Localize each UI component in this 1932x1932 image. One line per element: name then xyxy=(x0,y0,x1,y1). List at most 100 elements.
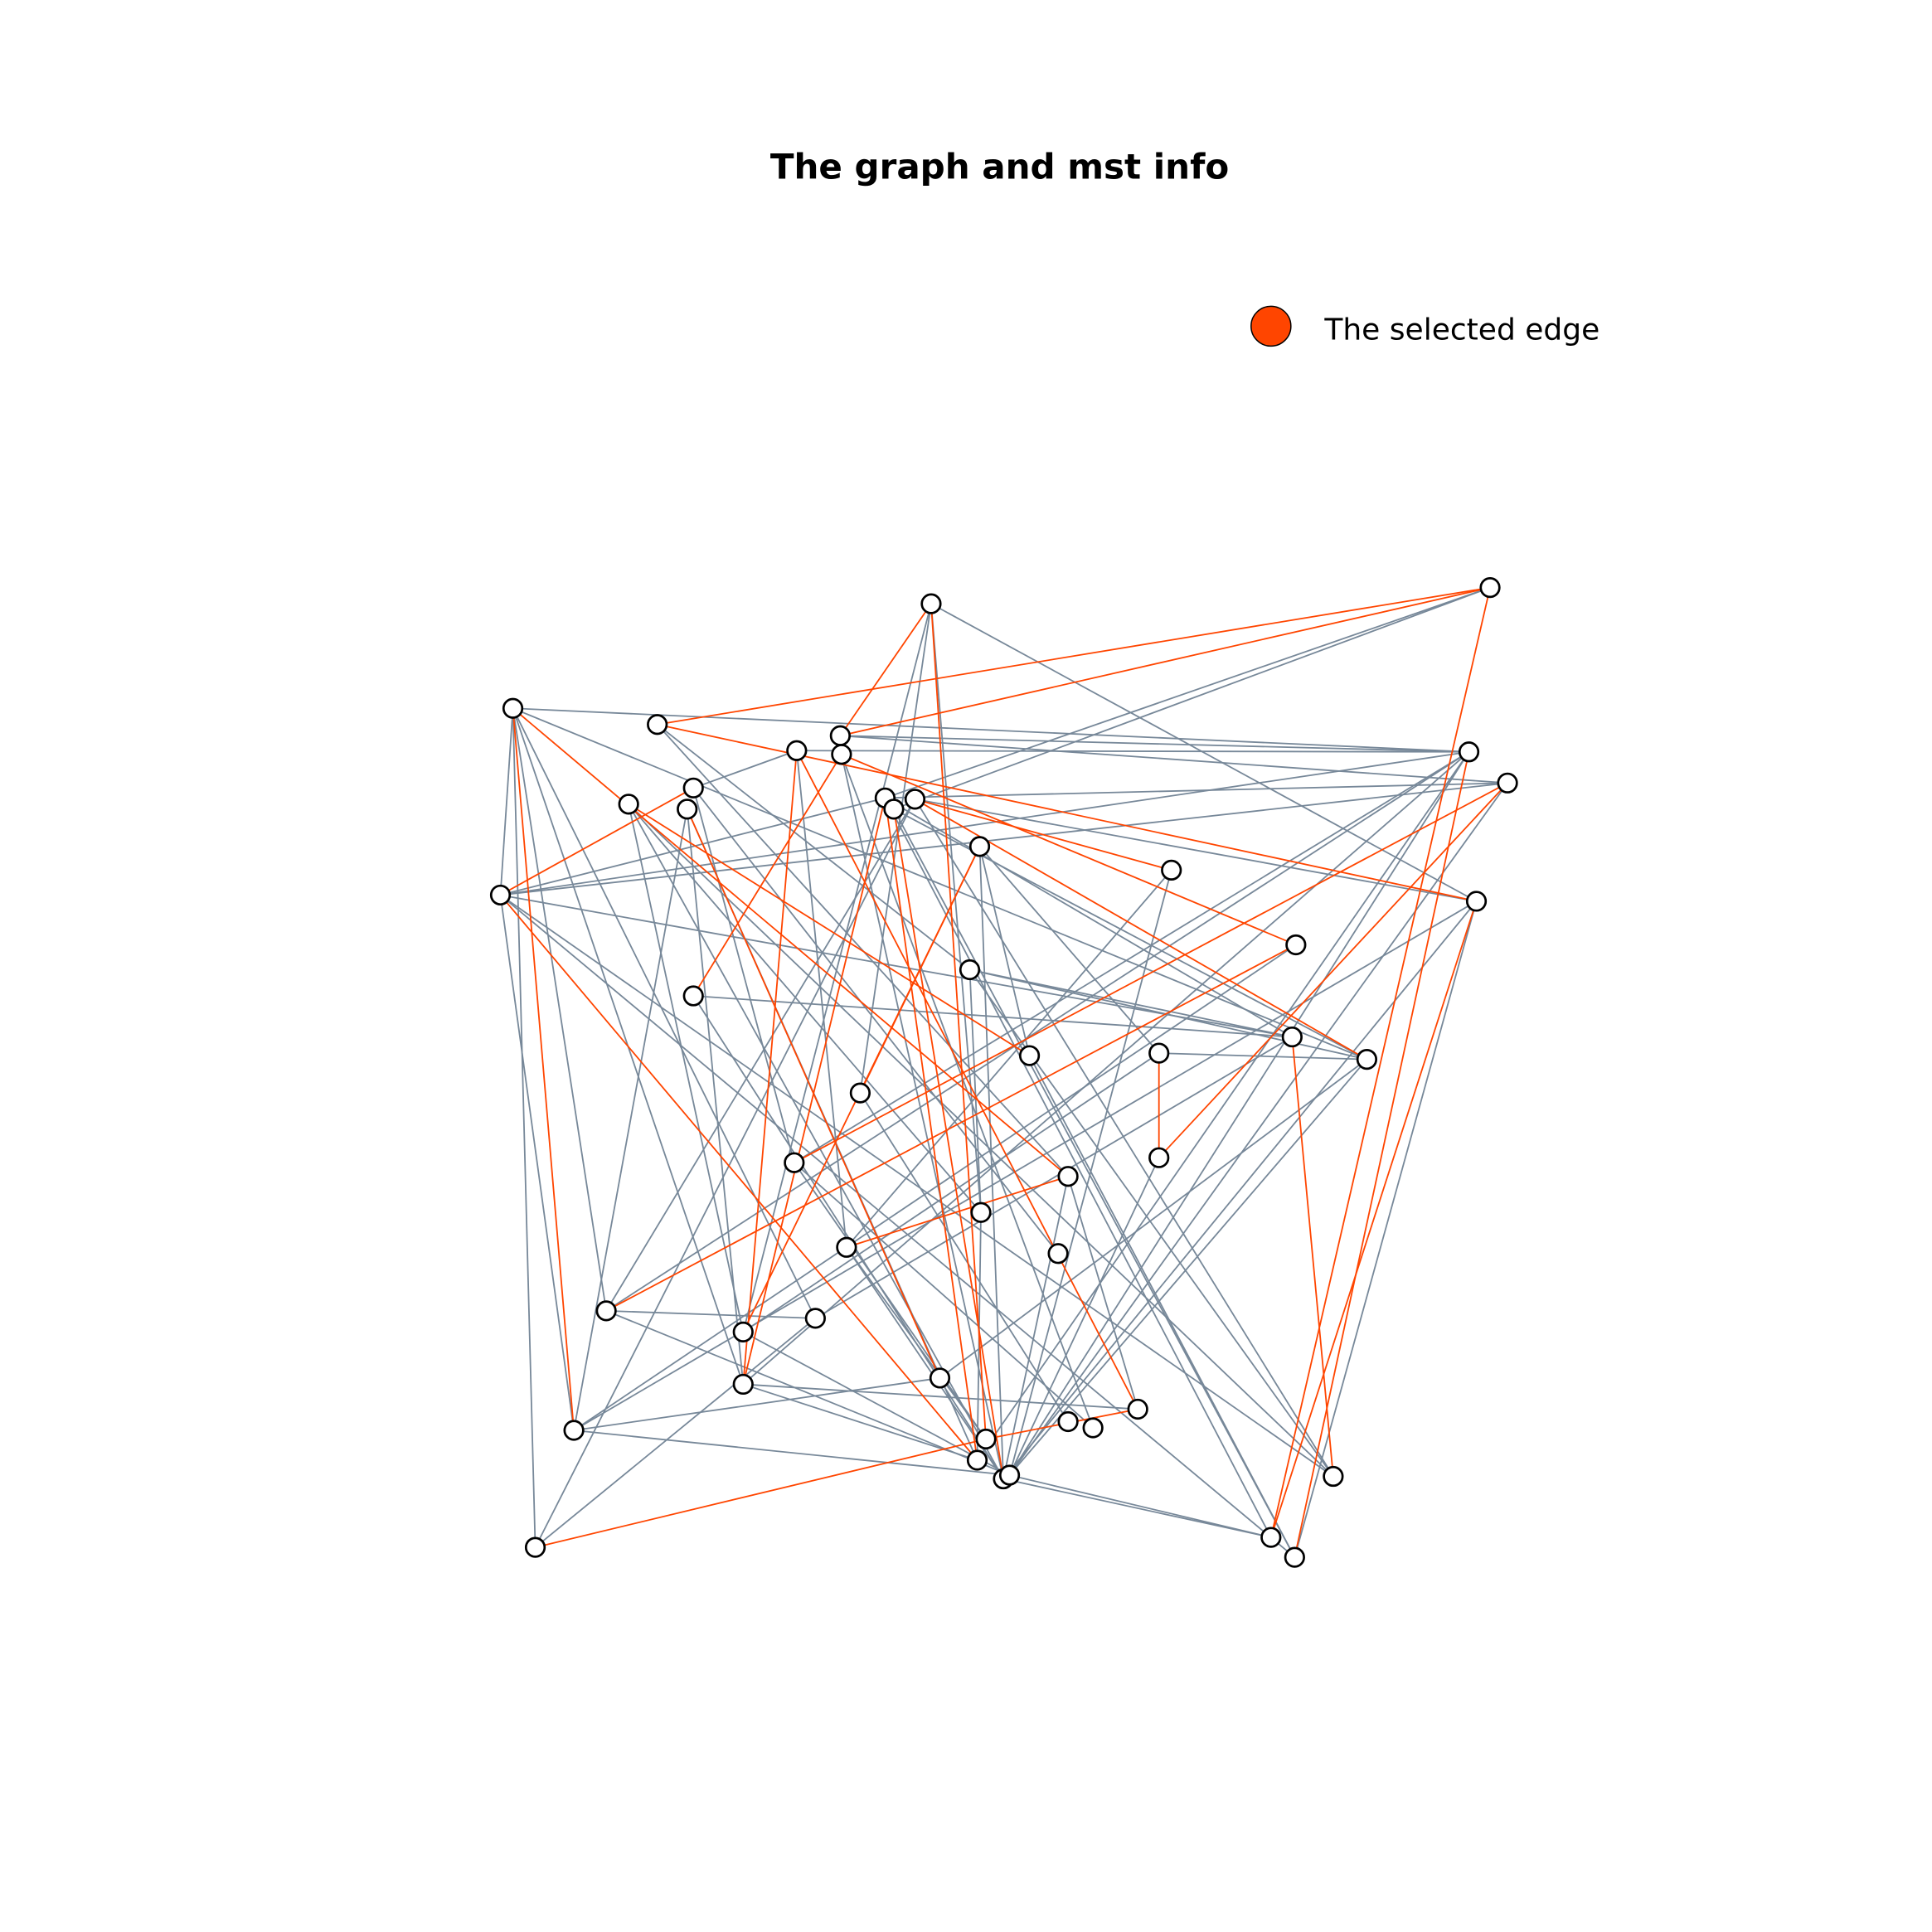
edge xyxy=(742,603,932,1332)
edge xyxy=(1158,1052,1367,1061)
edge xyxy=(796,750,1469,753)
node xyxy=(732,1373,754,1396)
selected-edge xyxy=(1291,1036,1334,1477)
edge xyxy=(692,788,795,1163)
node xyxy=(970,1201,992,1223)
node xyxy=(1284,1546,1305,1568)
edge xyxy=(512,707,1367,1061)
edge xyxy=(893,586,1491,810)
edge xyxy=(1008,751,1470,1476)
node xyxy=(1285,934,1307,956)
edge xyxy=(499,894,1295,1558)
edge xyxy=(500,894,1334,1478)
edge xyxy=(859,1092,1069,1422)
selected-edge xyxy=(846,1175,1069,1249)
edge xyxy=(534,1318,816,1548)
node xyxy=(904,789,926,810)
edge xyxy=(1002,1176,1069,1479)
node xyxy=(804,1308,826,1329)
edge xyxy=(968,969,982,1213)
edge xyxy=(512,707,1469,753)
edge xyxy=(742,1052,1160,1333)
node xyxy=(1323,1465,1344,1488)
node xyxy=(998,1464,1021,1486)
node xyxy=(1465,891,1488,912)
node xyxy=(1148,1042,1170,1064)
node xyxy=(1458,741,1480,763)
edge xyxy=(969,968,1367,1061)
edge xyxy=(742,1383,978,1461)
edge xyxy=(573,900,1477,1431)
node xyxy=(929,1367,951,1389)
edge xyxy=(628,803,745,1332)
edge xyxy=(500,750,1469,896)
edge xyxy=(742,1331,1010,1476)
edge xyxy=(628,803,982,1213)
edge xyxy=(976,751,1470,1461)
edge xyxy=(605,751,1470,1312)
edge xyxy=(512,708,536,1548)
node xyxy=(1356,1048,1378,1070)
node xyxy=(524,1536,546,1558)
edge xyxy=(534,799,916,1548)
selected-edge xyxy=(1294,751,1470,1558)
edge xyxy=(692,750,798,789)
node xyxy=(1018,1045,1041,1066)
edge xyxy=(743,1383,1138,1410)
selected-edge xyxy=(914,799,1367,1061)
edge xyxy=(606,1309,816,1319)
edge xyxy=(686,808,745,1385)
selected-edge xyxy=(628,803,1031,1056)
selected-edge xyxy=(839,603,932,736)
node xyxy=(1127,1398,1148,1420)
edge xyxy=(840,735,1469,753)
node xyxy=(595,1300,617,1322)
edge xyxy=(693,995,1293,1038)
edge xyxy=(1008,1157,1160,1476)
selected-edge xyxy=(794,782,1508,1163)
edge xyxy=(915,798,1477,902)
selected-edge xyxy=(535,1438,987,1548)
edge xyxy=(657,724,971,971)
node xyxy=(883,799,905,820)
edge xyxy=(500,797,886,896)
selected-edge xyxy=(742,798,886,1385)
edge xyxy=(1002,1478,1272,1538)
edge xyxy=(884,797,1293,1038)
node xyxy=(849,1082,871,1104)
edge xyxy=(794,751,1469,1163)
edge xyxy=(1294,900,1478,1558)
node xyxy=(784,1152,805,1173)
selected-edge xyxy=(796,750,1138,1410)
edge xyxy=(794,1162,1094,1429)
edge xyxy=(512,707,817,1319)
selected-edge xyxy=(1269,900,1478,1538)
legend-label: The selected edge xyxy=(1323,313,1599,347)
edge xyxy=(1028,1055,1296,1558)
selected-edge xyxy=(500,787,694,896)
node xyxy=(959,959,981,981)
title: The graph and mst info xyxy=(770,147,1229,187)
selected-edge xyxy=(915,798,1172,871)
edge xyxy=(840,735,1508,784)
edge xyxy=(893,808,1296,1558)
node xyxy=(502,697,524,719)
node xyxy=(829,725,851,746)
edge xyxy=(573,808,688,1431)
edge xyxy=(1008,782,1508,1476)
selected-edge xyxy=(884,798,978,1461)
selected-edge xyxy=(742,750,798,1385)
selected-edge xyxy=(657,586,1491,726)
edge xyxy=(574,1430,1010,1476)
node xyxy=(1057,1166,1079,1187)
edge xyxy=(930,604,982,1213)
edge xyxy=(573,1377,940,1431)
edge xyxy=(499,895,575,1431)
edge xyxy=(969,968,1293,1038)
node xyxy=(682,985,704,1007)
selected-edge xyxy=(841,753,1297,946)
node xyxy=(1260,1527,1282,1548)
selected-edge xyxy=(512,708,575,1431)
